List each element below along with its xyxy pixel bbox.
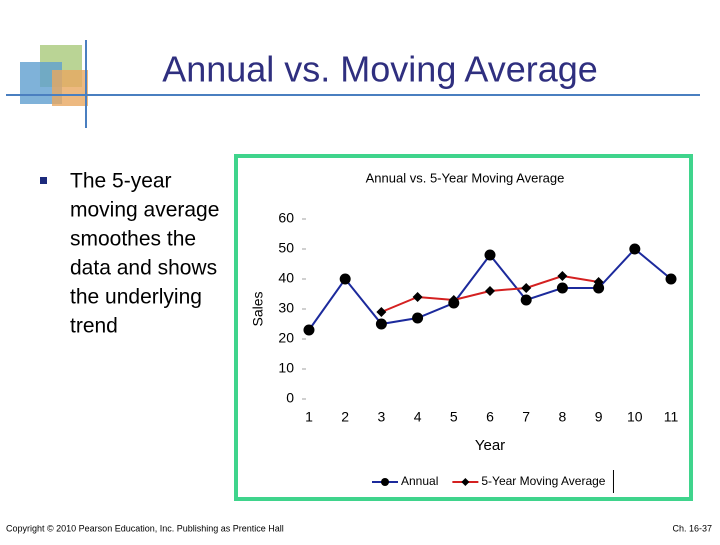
point: [448, 295, 459, 305]
legend-label: 5-Year Moving Average: [481, 474, 605, 488]
bullet-line: trend: [70, 315, 118, 338]
x-tick-label: 2: [341, 409, 349, 425]
slide-title: Annual vs. Moving Average: [162, 49, 598, 90]
x-tick-label: 4: [414, 409, 422, 425]
point: [375, 318, 387, 330]
chart-title: Annual vs. 5-Year Moving Average: [366, 170, 565, 185]
point: [412, 292, 423, 302]
point: [557, 271, 568, 281]
decor-square: [52, 70, 88, 106]
point: [593, 277, 604, 287]
y-tick-label: 30: [278, 300, 294, 316]
point: [412, 312, 424, 324]
bullet-line: the underlying: [70, 286, 202, 309]
bullet-line: smoothes the: [70, 228, 196, 251]
point: [556, 282, 568, 294]
x-tick-label: 5: [450, 409, 458, 425]
point: [520, 294, 532, 306]
bullet-line: data and shows: [70, 257, 217, 280]
legend-marker: [461, 478, 470, 486]
point: [376, 307, 387, 317]
x-axis-label: Year: [475, 437, 505, 454]
bullet-text: The 5-year moving average smoothes the data…: [70, 170, 219, 338]
point: [521, 283, 532, 293]
bullet-line: The 5-year: [70, 170, 172, 193]
point: [484, 249, 496, 261]
y-axis-label: Sales: [250, 291, 266, 326]
y-tick-label: 50: [278, 240, 294, 256]
x-tick-label: 6: [486, 409, 494, 425]
x-tick-label: 10: [627, 409, 643, 425]
x-tick-label: 3: [377, 409, 385, 425]
legend-label: Annual: [401, 474, 438, 488]
x-tick-label: 7: [522, 409, 530, 425]
footer-right: Ch. 16-37: [672, 523, 712, 533]
y-tick-label: 40: [278, 270, 294, 286]
y-tick-label: 10: [278, 360, 294, 376]
footer-left: Copyright © 2010 Pearson Education, Inc.…: [6, 523, 284, 533]
y-tick-label: 60: [278, 210, 294, 226]
x-tick-label: 8: [559, 409, 567, 425]
x-tick-label: 9: [595, 409, 603, 425]
point: [593, 282, 605, 294]
bullet-marker: [40, 177, 47, 184]
legend-marker: [381, 478, 389, 486]
point: [339, 273, 351, 285]
point: [629, 243, 641, 255]
x-tick-label: 11: [664, 409, 679, 425]
point: [665, 273, 677, 285]
x-tick-label: 1: [305, 409, 313, 425]
point: [485, 286, 495, 296]
y-tick-label: 0: [286, 390, 294, 406]
bullet-line: moving average: [70, 199, 219, 222]
point: [303, 324, 315, 336]
chart: Annual vs. 5-Year Moving Average Sales Yea…: [250, 170, 679, 493]
y-tick-label: 20: [278, 330, 294, 346]
